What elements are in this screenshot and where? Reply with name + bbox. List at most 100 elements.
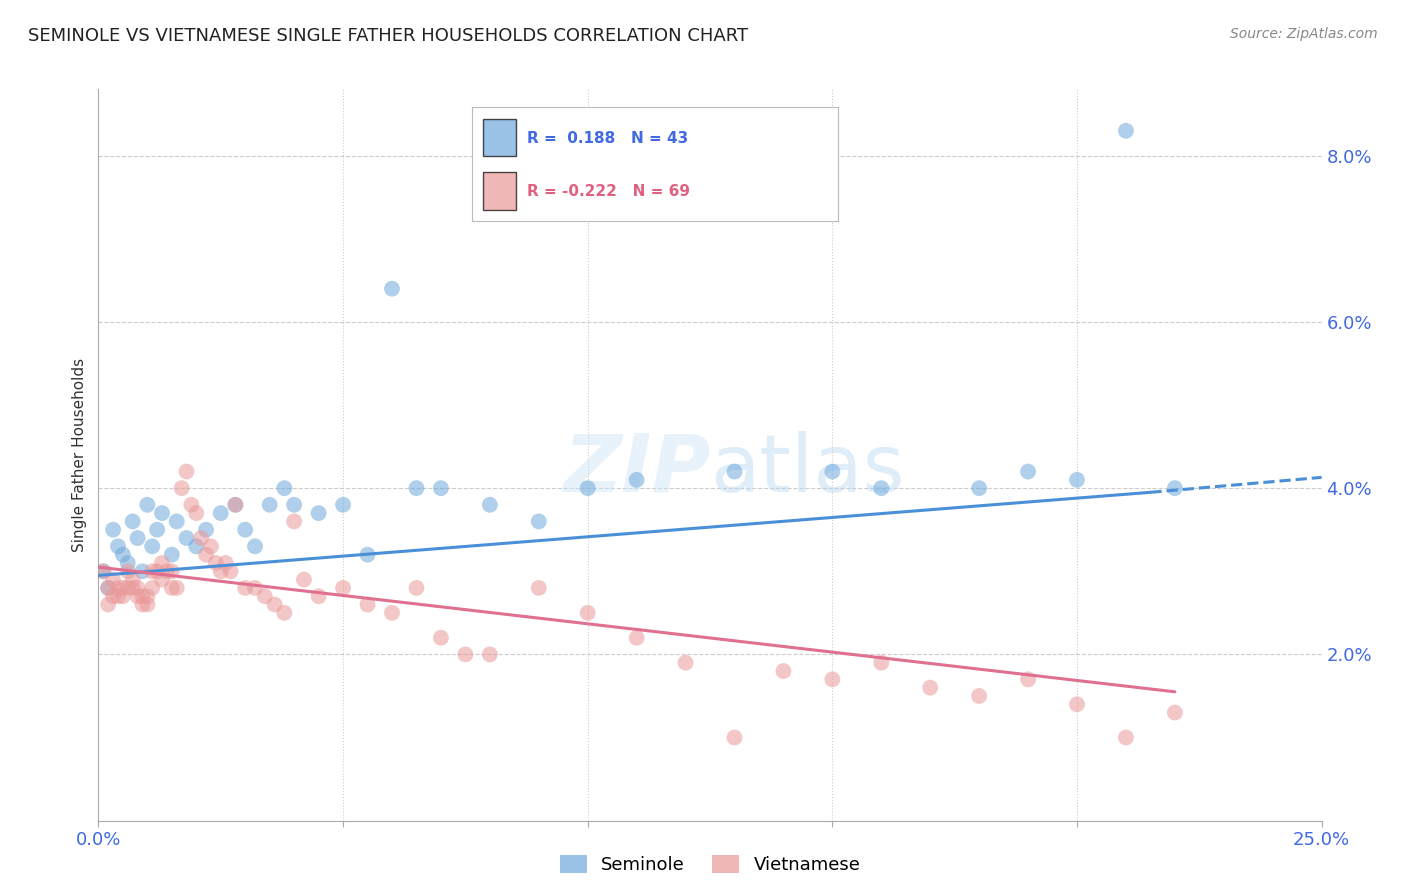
Point xyxy=(430,481,453,495)
Point xyxy=(117,581,139,595)
Point xyxy=(527,515,550,529)
Point xyxy=(381,282,404,296)
Point xyxy=(107,539,129,553)
Point xyxy=(405,481,427,495)
Point xyxy=(1066,473,1088,487)
Point xyxy=(576,481,599,495)
Point xyxy=(243,581,266,595)
Point xyxy=(200,539,222,553)
Point xyxy=(131,564,153,578)
Point xyxy=(136,589,159,603)
Point xyxy=(121,573,143,587)
Point xyxy=(253,589,276,603)
Point xyxy=(117,556,139,570)
Point xyxy=(176,531,198,545)
Point xyxy=(101,573,124,587)
Point xyxy=(1115,731,1137,745)
Point xyxy=(131,598,153,612)
Point xyxy=(723,465,745,479)
Point xyxy=(101,589,124,603)
Point xyxy=(127,581,149,595)
Y-axis label: Single Father Households: Single Father Households xyxy=(72,358,87,552)
Point xyxy=(195,548,218,562)
Point xyxy=(219,564,242,578)
Point xyxy=(1017,673,1039,687)
Point xyxy=(224,498,246,512)
Point xyxy=(283,515,305,529)
Text: SEMINOLE VS VIETNAMESE SINGLE FATHER HOUSEHOLDS CORRELATION CHART: SEMINOLE VS VIETNAMESE SINGLE FATHER HOU… xyxy=(28,27,748,45)
Point xyxy=(356,548,378,562)
Point xyxy=(107,581,129,595)
Text: atlas: atlas xyxy=(710,431,904,508)
Point xyxy=(121,581,143,595)
Point xyxy=(121,515,143,529)
Point xyxy=(150,556,173,570)
Point xyxy=(166,581,188,595)
Point xyxy=(91,564,114,578)
Point xyxy=(127,589,149,603)
Point xyxy=(150,573,173,587)
Point xyxy=(259,498,281,512)
Point xyxy=(111,548,134,562)
Point xyxy=(107,589,129,603)
Point xyxy=(160,581,183,595)
Point xyxy=(263,598,285,612)
Point xyxy=(233,581,256,595)
Point xyxy=(170,481,193,495)
Point xyxy=(478,498,501,512)
Point xyxy=(150,506,173,520)
Point xyxy=(127,531,149,545)
Point xyxy=(967,481,990,495)
Point xyxy=(283,498,305,512)
Point xyxy=(332,498,354,512)
Point xyxy=(209,564,232,578)
Point xyxy=(146,564,169,578)
Point xyxy=(772,664,794,678)
Point xyxy=(146,523,169,537)
Point xyxy=(478,648,501,662)
Point xyxy=(675,656,697,670)
Point xyxy=(967,689,990,703)
Point xyxy=(405,581,427,595)
Point xyxy=(176,465,198,479)
Point xyxy=(356,598,378,612)
Point xyxy=(308,589,330,603)
Point xyxy=(821,465,844,479)
Point xyxy=(308,506,330,520)
Point xyxy=(136,598,159,612)
Point xyxy=(233,523,256,537)
Point xyxy=(243,539,266,553)
Point xyxy=(1017,465,1039,479)
Point xyxy=(273,481,295,495)
Point xyxy=(626,631,648,645)
Point xyxy=(131,589,153,603)
Point xyxy=(166,515,188,529)
Point xyxy=(190,531,212,545)
Point xyxy=(97,581,120,595)
Legend: Seminole, Vietnamese: Seminole, Vietnamese xyxy=(553,847,868,881)
Point xyxy=(117,564,139,578)
Point xyxy=(205,556,228,570)
Point xyxy=(292,573,315,587)
Point xyxy=(870,656,893,670)
Point xyxy=(101,523,124,537)
Point xyxy=(186,539,208,553)
Point xyxy=(111,581,134,595)
Point xyxy=(180,498,202,512)
Point xyxy=(224,498,246,512)
Point xyxy=(723,731,745,745)
Point xyxy=(527,581,550,595)
Point xyxy=(1066,698,1088,712)
Point xyxy=(430,631,453,645)
Point xyxy=(381,606,404,620)
Point xyxy=(136,498,159,512)
Point xyxy=(209,506,232,520)
Point xyxy=(160,564,183,578)
Text: Source: ZipAtlas.com: Source: ZipAtlas.com xyxy=(1230,27,1378,41)
Point xyxy=(141,539,163,553)
Point xyxy=(186,506,208,520)
Point xyxy=(97,581,120,595)
Point xyxy=(91,564,114,578)
Point xyxy=(920,681,942,695)
Point xyxy=(821,673,844,687)
